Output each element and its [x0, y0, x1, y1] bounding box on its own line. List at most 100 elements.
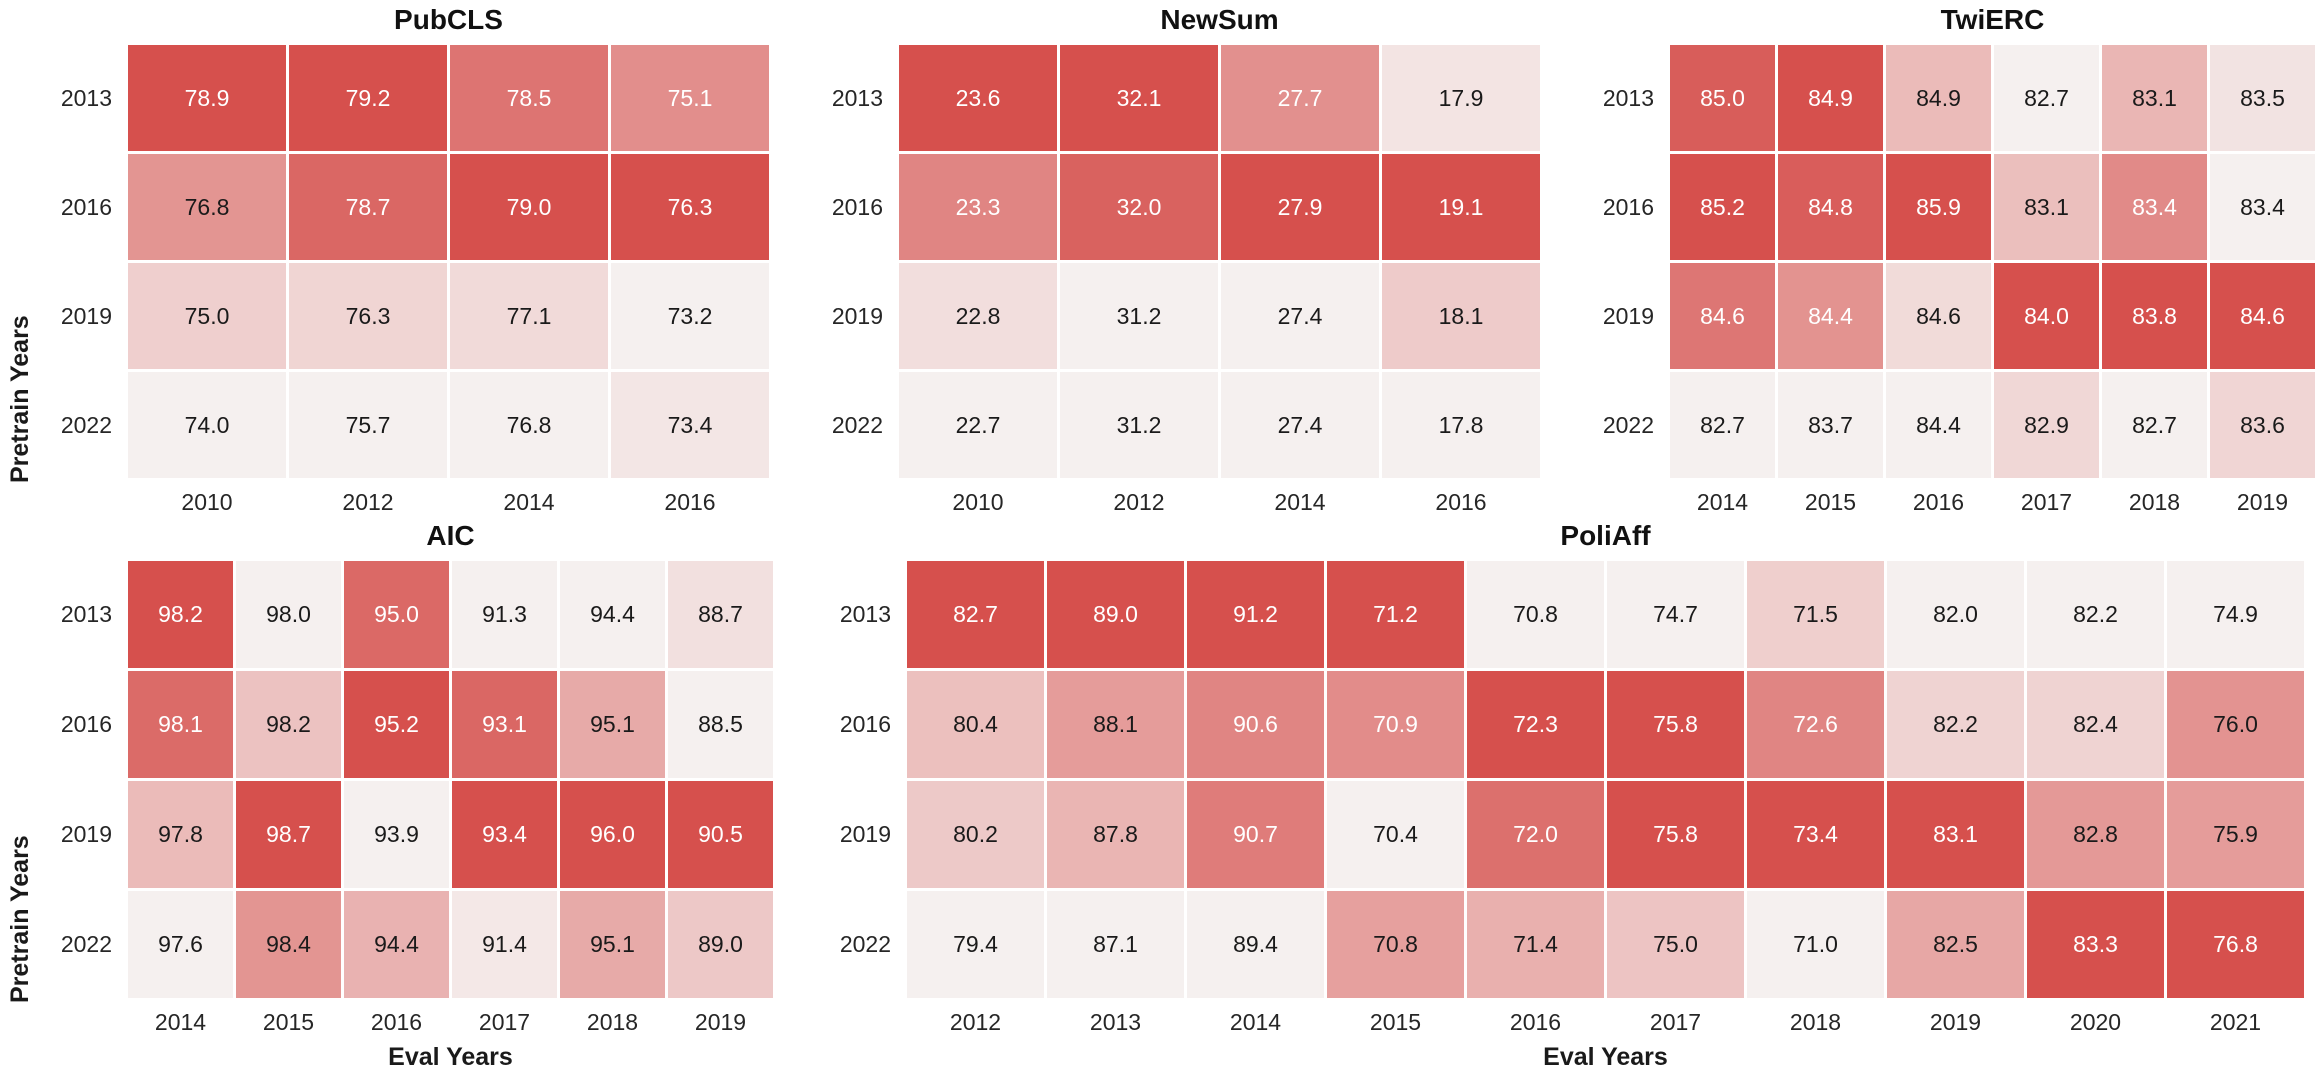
heatmap-cell: 82.7 — [907, 561, 1044, 668]
heatmap-cell: 27.7 — [1221, 45, 1379, 151]
x-tick: 2019 — [694, 1009, 747, 1035]
heatmap-cell: 83.1 — [1887, 781, 2024, 888]
heatmap-cell: 82.2 — [1887, 671, 2024, 778]
heatmap-cell: 84.9 — [1778, 45, 1883, 151]
heatmap-cell: 98.2 — [128, 561, 233, 668]
y-tick: 2022 — [831, 411, 883, 438]
x-tick-labels: 2014 2015 2016 2017 2018 2019 — [1670, 489, 2315, 516]
heatmap-cell: 96.0 — [560, 781, 665, 888]
heatmap-cell: 17.8 — [1382, 372, 1540, 478]
heatmap-cell: 90.7 — [1187, 781, 1324, 888]
y-tick: 2022 — [839, 931, 891, 957]
y-tick: 2019 — [839, 821, 891, 847]
y-tick: 2013 — [839, 601, 891, 627]
heatmap-cell: 95.1 — [560, 891, 665, 998]
chart-title-pubcls: PubCLS — [394, 4, 503, 35]
y-tick: 2016 — [839, 711, 891, 737]
y-tick-labels: 2013 2016 2019 2022 — [1582, 45, 1670, 478]
y-axis-label-box-top: Pretrain Years — [0, 50, 40, 483]
heatmap-cell: 97.8 — [128, 781, 233, 888]
heatmap-cell: 78.9 — [128, 45, 286, 151]
heatmap-cell: 82.7 — [1670, 372, 1775, 478]
x-tick-labels: 2010 2012 2014 2016 — [899, 489, 1540, 516]
y-tick: 2013 — [60, 84, 112, 111]
x-axis-label-aic: Eval Years — [388, 1043, 513, 1070]
heatmap-cell: 79.2 — [289, 45, 447, 151]
heatmap-cell: 93.9 — [344, 781, 449, 888]
x-tick: 2016 — [664, 489, 716, 515]
heatmap-cell: 84.4 — [1886, 372, 1991, 478]
top-row: Pretrain Years PubCLS 2013 2016 2019 2022 7… — [0, 4, 2318, 516]
heatmap-cell: 88.5 — [668, 671, 773, 778]
x-tick: 2017 — [2020, 489, 2073, 515]
x-tick: 2018 — [586, 1009, 639, 1035]
heatmap-cell: 80.4 — [907, 671, 1044, 778]
heatmap-cell: 23.3 — [899, 154, 1057, 260]
heatmap-cell: 84.6 — [1886, 263, 1991, 369]
heatmap-cell: 95.0 — [344, 561, 449, 668]
heatmap-cell: 32.1 — [1060, 45, 1218, 151]
heatmap-cell: 73.4 — [1747, 781, 1884, 888]
heatmap-cell: 97.6 — [128, 891, 233, 998]
heatmap-cell: 27.4 — [1221, 263, 1379, 369]
x-tick: 2016 — [1435, 489, 1487, 515]
x-tick: 2013 — [1089, 1009, 1142, 1035]
x-tick: 2015 — [1369, 1009, 1422, 1035]
heatmap-cell: 90.5 — [668, 781, 773, 888]
x-tick: 2017 — [1649, 1009, 1702, 1035]
heatmap-cell: 83.4 — [2210, 154, 2315, 260]
heatmap-cell: 76.3 — [611, 154, 769, 260]
bottom-row: Pretrain Years AIC 2013 2016 2019 2022 98.2… — [0, 520, 2318, 1070]
y-tick-labels: 2013 2016 2019 2022 — [40, 561, 128, 998]
x-tick: 2016 — [370, 1009, 423, 1035]
heatmap-cell: 71.0 — [1747, 891, 1884, 998]
heatmap-cell: 70.4 — [1327, 781, 1464, 888]
heatmap-cell: 72.3 — [1467, 671, 1604, 778]
heatmap-cell: 85.9 — [1886, 154, 1991, 260]
heatmap-cell: 70.8 — [1327, 891, 1464, 998]
y-tick: 2022 — [1602, 411, 1654, 438]
heatmap-cell: 72.0 — [1467, 781, 1604, 888]
y-tick-labels: 2013 2016 2019 2022 — [811, 45, 899, 478]
x-tick: 2019 — [2236, 489, 2289, 515]
heatmap-panel-pubcls: PubCLS 2013 2016 2019 2022 78.9 79.2 78.5 75.1… — [40, 4, 769, 516]
chart-title-newsum: NewSum — [1160, 4, 1279, 35]
heatmap-panel-poliaff: PoliAff 2013 2016 2019 2022 82.7 89.0 91.2 71.… — [819, 520, 2304, 1070]
heatmap-cell: 82.4 — [2027, 671, 2164, 778]
heatmap-cell: 17.9 — [1382, 45, 1540, 151]
heatmap-cell: 88.1 — [1047, 671, 1184, 778]
heatmap-cell: 84.6 — [1670, 263, 1775, 369]
x-tick: 2014 — [154, 1009, 207, 1035]
heatmap-cell: 70.8 — [1467, 561, 1604, 668]
heatmap-cell: 71.2 — [1327, 561, 1464, 668]
y-tick: 2019 — [60, 302, 112, 329]
y-tick-labels: 2013 2016 2019 2022 — [819, 561, 907, 998]
x-tick: 2018 — [2128, 489, 2181, 515]
heatmap-cell: 87.8 — [1047, 781, 1184, 888]
heatmap-cell: 84.6 — [2210, 263, 2315, 369]
heatmap-cell: 72.6 — [1747, 671, 1884, 778]
heatmap-cell: 94.4 — [344, 891, 449, 998]
heatmap-cell: 83.4 — [2102, 154, 2207, 260]
heatmap-cell: 79.0 — [450, 154, 608, 260]
heatmap-cell: 83.6 — [2210, 372, 2315, 478]
x-tick: 2014 — [1274, 489, 1326, 515]
heatmap-cell: 84.8 — [1778, 154, 1883, 260]
heatmap-cell: 95.2 — [344, 671, 449, 778]
y-tick: 2016 — [60, 711, 112, 737]
heatmap-cell: 76.3 — [289, 263, 447, 369]
heatmap-cell: 76.0 — [2167, 671, 2304, 778]
heatmap-cell: 75.0 — [128, 263, 286, 369]
chart-title-aic: AIC — [426, 520, 475, 551]
heatmap-cell: 78.5 — [450, 45, 608, 151]
y-tick: 2019 — [831, 302, 883, 329]
heatmap-cell: 75.8 — [1607, 671, 1744, 778]
heatmap-grid-twierc: 85.0 84.9 84.9 82.7 83.1 83.5 85.2 84.8 85.9 83.1… — [1670, 45, 2315, 478]
heatmap-cell: 88.7 — [668, 561, 773, 668]
x-tick: 2015 — [262, 1009, 315, 1035]
heatmap-cell: 75.0 — [1607, 891, 1744, 998]
x-tick: 2018 — [1789, 1009, 1842, 1035]
heatmap-panel-newsum: NewSum 2013 2016 2019 2022 23.6 32.1 27.7 17.9… — [811, 4, 1540, 516]
heatmap-cell: 83.5 — [2210, 45, 2315, 151]
y-tick: 2016 — [1602, 193, 1654, 220]
